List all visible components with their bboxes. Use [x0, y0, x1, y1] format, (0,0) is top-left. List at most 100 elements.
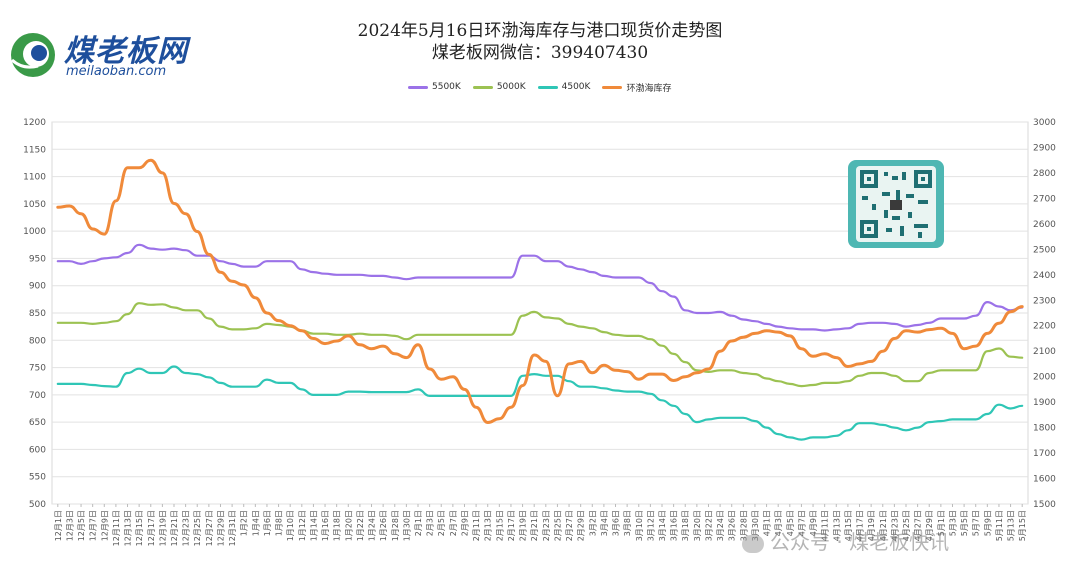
x-tick-label: 3月6日 [612, 510, 621, 536]
x-tick-label: 1月4日 [251, 510, 260, 536]
y2-tick-label: 2400 [1033, 271, 1056, 281]
y2-tick-label: 2900 [1033, 143, 1056, 153]
x-tick-label: 12月29日 [216, 510, 225, 546]
logo: 煤老板网 meilaoban.com [8, 26, 238, 84]
x-tick-label: 1月30日 [402, 510, 411, 541]
x-tick-label: 4月25日 [902, 510, 911, 541]
x-tick-label: 12月21日 [170, 510, 179, 546]
y2-tick-label: 2700 [1033, 194, 1056, 204]
x-tick-label: 2月7日 [449, 510, 458, 536]
x-tick-label: 2月17日 [507, 510, 516, 541]
x-tick-label: 1月22日 [356, 510, 365, 541]
x-tick-label: 12月17日 [147, 510, 156, 546]
x-tick-label: 12月27日 [205, 510, 214, 546]
x-tick-label: 1月16日 [321, 510, 330, 541]
x-tick-label: 1月10日 [286, 510, 295, 541]
x-tick-label: 1月26日 [379, 510, 388, 541]
y-tick-label: 900 [29, 282, 46, 292]
x-tick-label: 4月27日 [914, 510, 923, 541]
x-tick-label: 3月28日 [739, 510, 748, 541]
x-tick-label: 3月2日 [588, 510, 597, 536]
x-tick-label: 2月21日 [530, 510, 539, 541]
x-tick-label: 12月13日 [124, 510, 133, 546]
legend-swatch [602, 85, 623, 89]
x-tick-label: 4月13日 [832, 510, 841, 541]
x-tick-label: 2月25日 [553, 510, 562, 541]
x-tick-label: 2月19日 [519, 510, 528, 541]
legend-item-stock: 环渤海库存 [602, 81, 671, 94]
x-tick-label: 4月11日 [821, 510, 830, 541]
x-tick-label: 5月11日 [995, 510, 1004, 541]
x-tick-label: 3月30日 [751, 510, 760, 541]
y2-tick-label: 2000 [1033, 373, 1056, 383]
series-line-4500k [56, 365, 1024, 441]
y2-tick-label: 1800 [1033, 424, 1056, 434]
y-tick-label: 950 [29, 254, 46, 264]
x-tick-label: 4月7日 [797, 510, 806, 536]
x-tick-label: 4月19日 [867, 510, 876, 541]
x-tick-label: 1月14日 [309, 510, 318, 541]
x-tick-label: 3月4日 [600, 510, 609, 536]
x-tick-label: 3月10日 [635, 510, 644, 541]
x-tick-label: 12月25日 [193, 510, 202, 546]
x-tick-label: 1月28日 [391, 510, 400, 541]
y-tick-label: 600 [29, 445, 46, 455]
y2-tick-label: 2600 [1033, 220, 1056, 230]
x-tick-label: 12月31日 [228, 510, 237, 546]
y2-tick-label: 1500 [1033, 500, 1056, 510]
x-tick-label: 3月26日 [728, 510, 737, 541]
legend-item-5000k: 5000K [472, 82, 526, 92]
x-tick-label: 1月18日 [333, 510, 342, 541]
y2-tick-label: 1900 [1033, 398, 1056, 408]
y-tick-label: 650 [29, 418, 46, 428]
x-tick-label: 12月5日 [77, 510, 86, 541]
x-tick-label: 4月15日 [844, 510, 853, 541]
y-tick-label: 750 [29, 364, 46, 374]
y2-tick-label: 1600 [1033, 475, 1056, 485]
x-tick-label: 4月21日 [879, 510, 888, 541]
x-tick-label: 3月12日 [646, 510, 655, 541]
y-tick-label: 1150 [23, 145, 46, 155]
x-tick-label: 4月29日 [925, 510, 934, 541]
x-tick-label: 2月11日 [472, 510, 481, 541]
y-tick-label: 850 [29, 309, 46, 319]
legend-label: 5500K [432, 82, 461, 92]
y-tick-label: 1200 [23, 118, 46, 128]
x-tick-label: 2月3日 [426, 510, 435, 536]
x-tick-label: 5月15日 [1018, 510, 1027, 541]
chart-title: 2024年5月16日环渤海库存与港口现货价走势图 [357, 21, 723, 41]
watermark-text: 公众号 · 煤老板快讯 [770, 530, 950, 554]
legend-label: 环渤海库存 [626, 83, 672, 94]
legend-label: 4500K [561, 82, 591, 92]
x-tick-label: 3月24日 [716, 510, 725, 541]
x-tick-label: 5月13日 [1007, 510, 1016, 541]
x-tick-label: 2月29日 [577, 510, 586, 541]
y-tick-label: 700 [29, 391, 46, 401]
x-tick-label: 3月20日 [693, 510, 702, 541]
series-line-5500k [56, 243, 1024, 332]
wechat-icon [742, 534, 764, 553]
x-tick-label: 5月9日 [983, 510, 992, 536]
y-tick-label: 500 [29, 500, 46, 510]
x-tick-label: 5月5日 [960, 510, 969, 536]
x-tick-label: 3月18日 [681, 510, 690, 541]
x-tick-label: 12月9日 [100, 510, 109, 541]
y-tick-label: 1050 [23, 200, 46, 210]
x-tick-label: 1月6日 [263, 510, 272, 536]
y2-tick-label: 1700 [1033, 449, 1056, 459]
x-tick-label: 12月1日 [54, 510, 63, 541]
x-tick-label: 1月20日 [344, 510, 353, 541]
x-tick-label: 3月22日 [704, 510, 713, 541]
qr-code-image [856, 166, 936, 242]
x-tick-label: 2月27日 [565, 510, 574, 541]
y2-tick-label: 2100 [1033, 347, 1056, 357]
y2-tick-label: 3000 [1033, 118, 1056, 128]
y-tick-label: 800 [29, 336, 46, 346]
x-tick-label: 2月15日 [495, 510, 504, 541]
y2-tick-label: 2500 [1033, 245, 1056, 255]
logo-url-text: meilaoban.com [66, 64, 167, 79]
x-tick-label: 12月3日 [65, 510, 74, 541]
x-tick-label: 4月9日 [809, 510, 818, 536]
x-tick-label: 1月12日 [298, 510, 307, 541]
